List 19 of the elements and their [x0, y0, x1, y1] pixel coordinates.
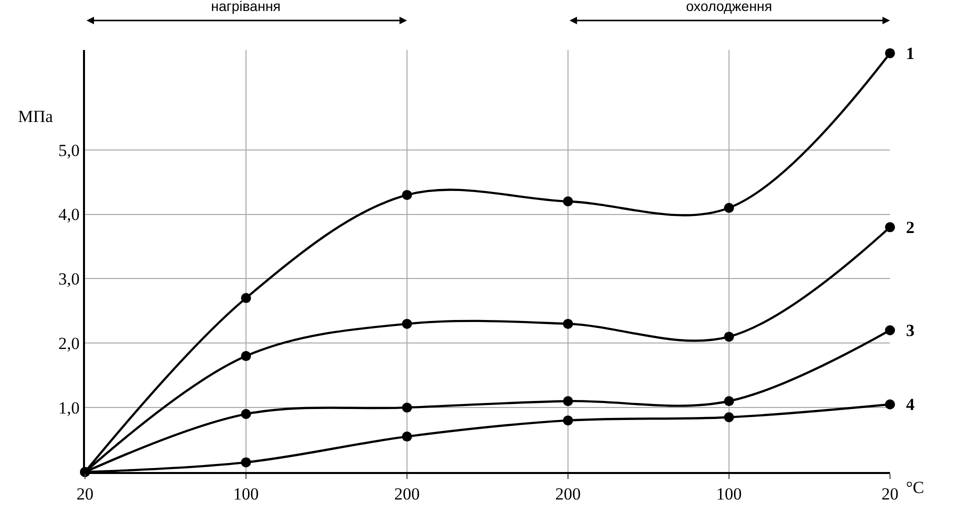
series-label: 1	[906, 44, 914, 63]
x-tick-label: 200	[394, 484, 420, 504]
series-label: 3	[906, 321, 914, 340]
series-label: 4	[906, 395, 915, 414]
y-tick-label: 1,0	[58, 398, 80, 418]
x-tick-label: 100	[233, 484, 259, 504]
x-axis-title: °C	[906, 478, 924, 497]
x-tick-label: 100	[716, 484, 742, 504]
y-tick-label: 2,0	[58, 334, 80, 354]
y-tick-label: 5,0	[58, 140, 80, 160]
text: охолодження	[686, 0, 772, 14]
y-tick-label: 3,0	[58, 270, 80, 289]
series-label: 2	[906, 218, 914, 237]
text: нагрівання	[211, 0, 281, 14]
x-tick-label: 20	[76, 484, 94, 504]
y-axis-title: МПа	[18, 107, 54, 126]
x-tick-label: 200	[555, 484, 581, 504]
y-tick-label: 4,0	[58, 205, 80, 224]
x-tick-label: 20	[882, 484, 898, 504]
